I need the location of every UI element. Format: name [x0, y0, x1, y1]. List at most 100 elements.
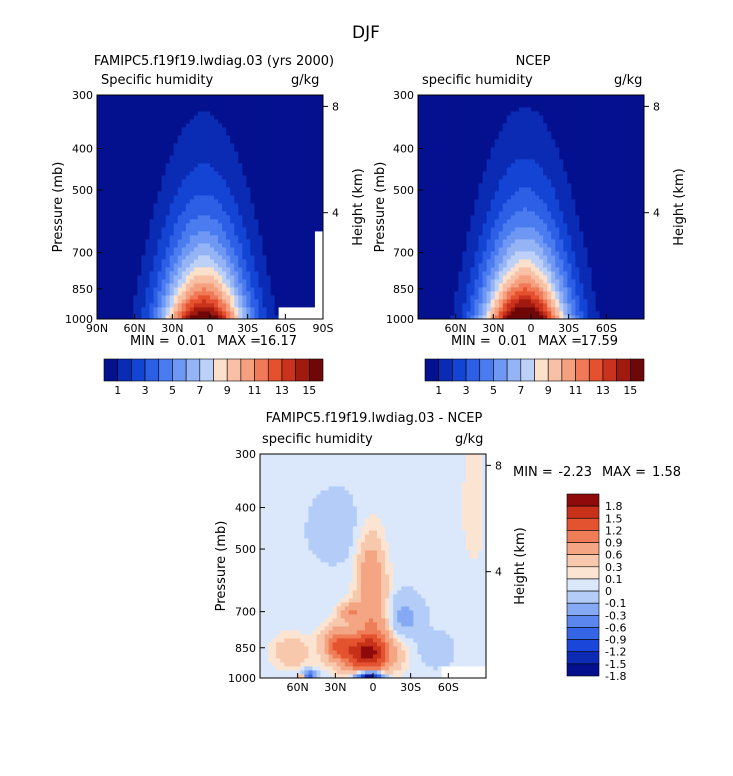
field-cell — [303, 243, 307, 247]
field-cell — [624, 223, 628, 227]
field-cell — [214, 279, 218, 283]
field-cell — [495, 227, 499, 231]
field-cell — [109, 123, 113, 127]
field-cell — [483, 279, 487, 283]
field-cell — [303, 291, 307, 295]
field-cell — [234, 299, 238, 303]
field-cell — [499, 279, 503, 283]
field-cell — [287, 119, 291, 123]
field-cell — [262, 159, 266, 163]
field-cell — [194, 155, 198, 159]
field-cell — [426, 287, 430, 291]
field-cell — [555, 283, 559, 287]
field-cell — [295, 115, 299, 119]
field-cell — [210, 103, 214, 107]
field-cell — [206, 111, 210, 115]
field-cell — [527, 239, 531, 243]
field-cell — [483, 311, 487, 315]
field-cell — [543, 255, 547, 259]
field-cell — [242, 211, 246, 215]
field-cell — [190, 275, 194, 279]
field-cell — [186, 95, 190, 99]
field-cell — [234, 243, 238, 247]
field-cell — [154, 207, 158, 211]
field-cell — [186, 99, 190, 103]
field-cell — [190, 303, 194, 307]
field-cell — [612, 219, 616, 223]
field-cell — [283, 135, 287, 139]
field-cell — [109, 231, 113, 235]
field-cell — [250, 103, 254, 107]
field-cell — [535, 243, 539, 247]
field-cell — [287, 179, 291, 183]
field-cell — [470, 223, 474, 227]
field-cell — [315, 191, 319, 195]
field-cell — [299, 195, 303, 199]
field-cell — [271, 159, 275, 163]
field-cell — [616, 211, 620, 215]
field-cell — [166, 195, 170, 199]
field-cell — [133, 295, 137, 299]
field-cell — [422, 263, 426, 267]
field-cell — [234, 255, 238, 259]
field-cell — [543, 223, 547, 227]
field-cell — [113, 267, 117, 271]
field-cell — [202, 211, 206, 215]
field-cell — [117, 159, 121, 163]
field-cell — [234, 263, 238, 267]
field-cell — [487, 219, 491, 223]
field-cell — [462, 239, 466, 243]
field-cell — [246, 159, 250, 163]
field-cell — [162, 111, 166, 115]
field-cell — [287, 247, 291, 251]
field-cell — [523, 299, 527, 303]
field-cell — [162, 231, 166, 235]
field-cell — [295, 107, 299, 111]
field-cell — [579, 211, 583, 215]
field-cell — [117, 291, 121, 295]
field-cell — [125, 147, 129, 151]
field-cell — [491, 199, 495, 203]
field-cell — [194, 283, 198, 287]
field-cell — [555, 275, 559, 279]
field-cell — [206, 151, 210, 155]
field-cell — [101, 283, 105, 287]
field-cell — [307, 299, 311, 303]
field-cell — [307, 143, 311, 147]
field-cell — [291, 159, 295, 163]
field-cell — [198, 211, 202, 215]
field-cell — [299, 127, 303, 131]
field-cell — [218, 143, 222, 147]
field-cell — [194, 195, 198, 199]
field-cell — [515, 191, 519, 195]
field-cell — [624, 283, 628, 287]
colorbar-swatch — [104, 359, 118, 381]
field-cell — [575, 255, 579, 259]
field-cell — [307, 283, 311, 287]
field-cell — [275, 195, 279, 199]
field-cell — [620, 267, 624, 271]
field-cell — [434, 259, 438, 263]
field-cell — [279, 251, 283, 255]
field-cell — [214, 187, 218, 191]
field-cell — [438, 203, 442, 207]
field-cell — [527, 307, 531, 311]
colorbar-swatch — [214, 359, 228, 381]
field-cell — [194, 235, 198, 239]
field-cell — [515, 263, 519, 267]
field-cell — [198, 199, 202, 203]
field-cell — [238, 147, 242, 151]
field-cell — [418, 255, 422, 259]
field-cell — [262, 195, 266, 199]
field-cell — [307, 131, 311, 135]
field-cell — [202, 255, 206, 259]
field-cell — [202, 231, 206, 235]
field-cell — [527, 295, 531, 299]
field-cell — [547, 251, 551, 255]
field-cell — [137, 271, 141, 275]
field-cell — [608, 247, 612, 251]
field-cell — [97, 295, 101, 299]
field-cell — [539, 199, 543, 203]
field-cell — [446, 227, 450, 231]
field-cell — [531, 203, 535, 207]
